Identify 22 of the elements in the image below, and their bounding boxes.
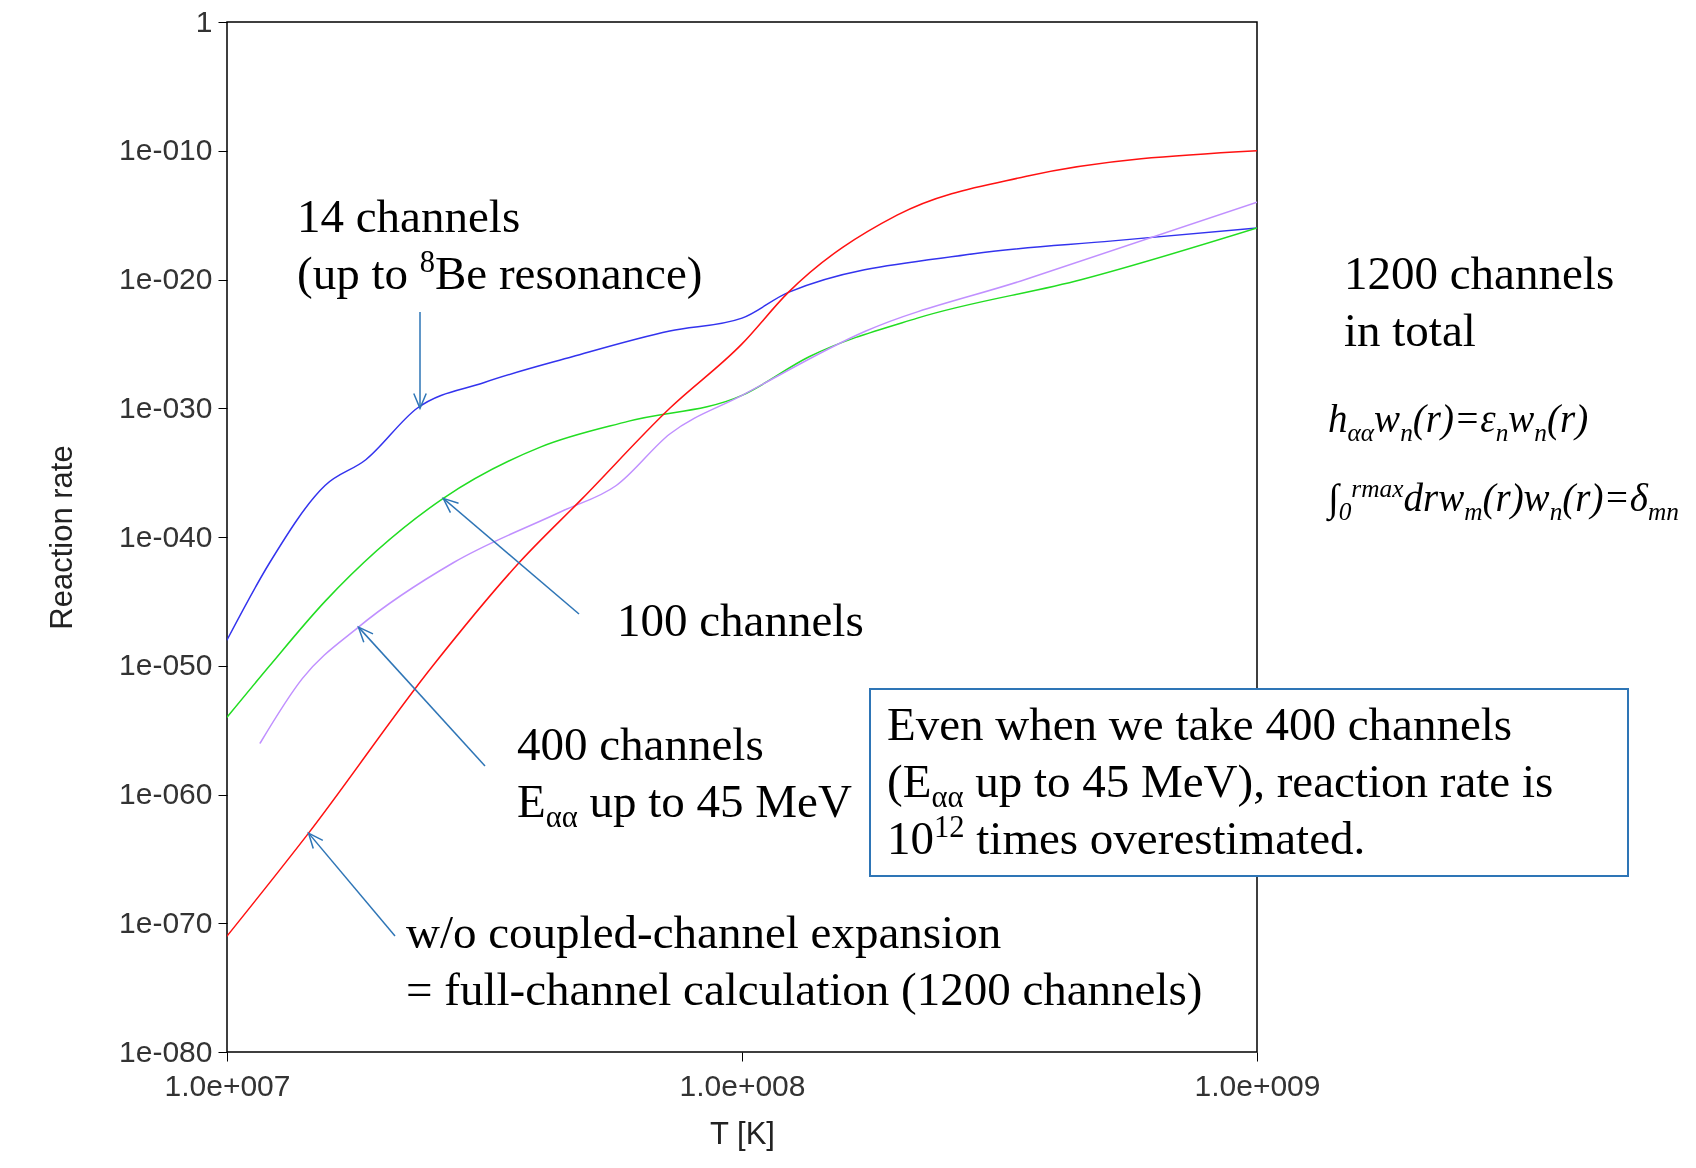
text: 1200 channels in total bbox=[1344, 246, 1615, 358]
x-tick-label: 1.0e+009 bbox=[1194, 1068, 1321, 1102]
text: h$_{αα}$w$_{n}$(r)=ε$_{n}$w$_{n}$(r) bbox=[1328, 397, 1589, 446]
y-tick-label: 1e-060 bbox=[119, 777, 213, 810]
text: ∫$_{0}$$^{rmax}$drw$_{m}$(r)w$_{n}$(r)=δ$_{mn}$ bbox=[1328, 474, 1679, 525]
y-tick-label: 1 bbox=[195, 4, 213, 38]
y-tick-label: 1e-020 bbox=[119, 262, 213, 295]
y-tick-label: 1e-080 bbox=[119, 1034, 213, 1068]
y-tick-label: 1e-050 bbox=[119, 648, 213, 682]
x-axis-title: T [K] bbox=[710, 1115, 775, 1151]
annotation: Even when we take 400 channels (E$_{αα}$ up to 45 MeV), reaction rate is 10$^{12}$ times overestimated. bbox=[869, 688, 1629, 877]
y-tick-label: 1e-010 bbox=[119, 133, 213, 167]
annotation: 14 channels (up to $^{8}$Be resonance) bbox=[297, 189, 703, 301]
y-axis-title: Reaction rate bbox=[44, 445, 80, 630]
y-tick-label: 1e-040 bbox=[119, 519, 213, 553]
y-tick-label: 1e-030 bbox=[119, 390, 213, 424]
annotation: w/o coupled-channel expansion = full-channel calculation (1200 channels) bbox=[406, 905, 1203, 1017]
x-tick-label: 1.0e+008 bbox=[679, 1068, 806, 1102]
annotation: 100 channels bbox=[617, 593, 864, 648]
annotation: 400 channels E$_{αα}$ up to 45 MeV bbox=[517, 717, 852, 835]
y-tick-label: 1e-070 bbox=[119, 905, 213, 939]
x-tick-label: 1.0e+007 bbox=[164, 1068, 291, 1102]
